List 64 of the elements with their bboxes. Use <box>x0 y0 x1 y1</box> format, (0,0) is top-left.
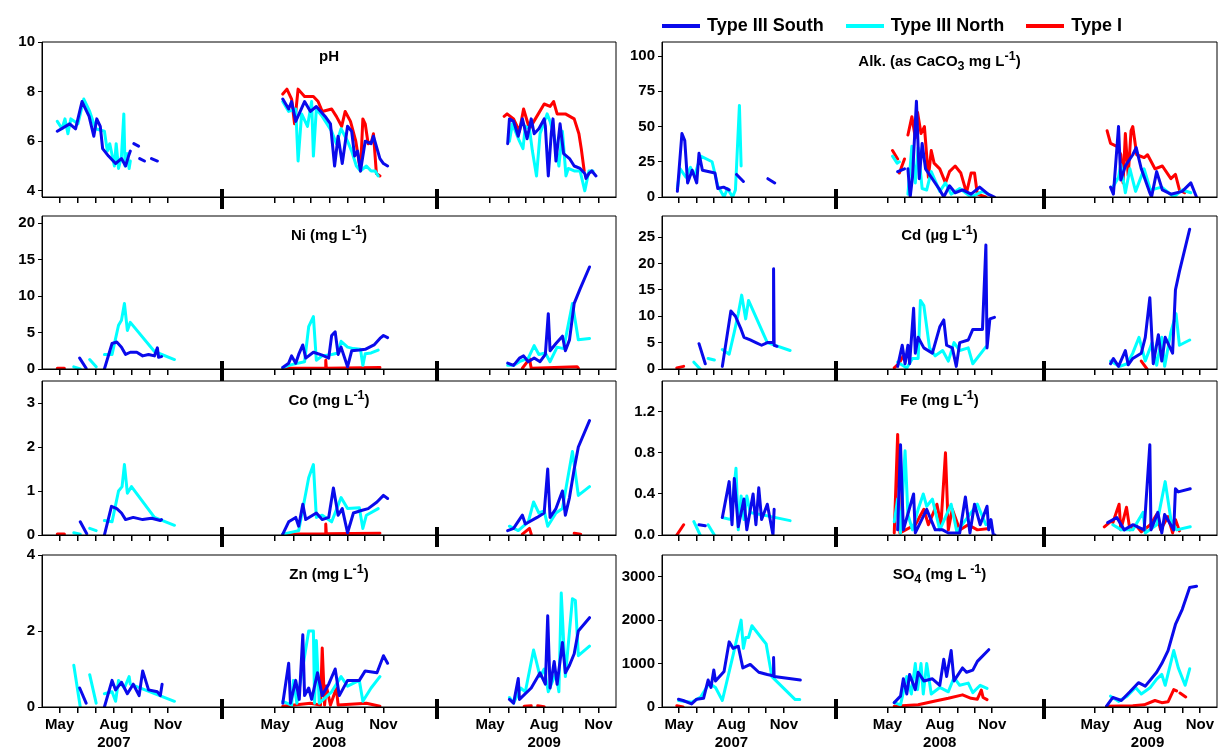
text: SO$_{4}$ (mg L $^{-1}$) <box>892 561 987 588</box>
text: Alk. (as CaCO$_{3}$ mg L$^{-1}$) <box>858 48 1021 75</box>
y-tick-label: 4 <box>26 180 36 198</box>
x-tick-label: Nov <box>1185 715 1215 733</box>
legend-label: Type III South <box>707 15 824 35</box>
x-tick-label: May <box>45 715 75 733</box>
y-tick-label: 10 <box>18 32 35 50</box>
text: Cd (µg L$^{-1}$) <box>901 222 978 244</box>
y-tick-label: 0.8 <box>634 443 655 461</box>
x-tick-label: Nov <box>153 715 183 733</box>
y-tick-label: 50 <box>638 116 655 134</box>
y-tick-label: 0 <box>26 525 35 543</box>
y-tick-label: 10 <box>18 286 35 304</box>
x-tick-label: May <box>664 715 695 733</box>
legend-label: Type III North <box>890 15 1005 35</box>
x-tick-label: Aug 2009 <box>527 715 561 751</box>
y-tick-label: 1.2 <box>634 401 655 419</box>
text: Ni (mg L$^{-1}$) <box>290 222 368 244</box>
y-tick-label: 0 <box>646 359 655 377</box>
y-tick-label: 3 <box>26 393 35 411</box>
x-tick-label: May <box>260 715 291 733</box>
x-tick-label: May <box>475 715 506 733</box>
y-tick-label: 4 <box>26 545 36 563</box>
x-tick-label: Nov <box>769 715 799 733</box>
x-tick-label: May <box>872 715 903 733</box>
y-tick-label: 0 <box>26 697 35 715</box>
y-tick-label: 100 <box>629 46 655 64</box>
y-tick-label: 2 <box>26 437 35 455</box>
y-tick-label: 75 <box>638 81 655 99</box>
y-tick-label: 5 <box>26 322 35 340</box>
x-tick-label: Nov <box>977 715 1007 733</box>
y-tick-label: 0 <box>646 187 655 205</box>
x-tick-label: Aug 2009 <box>1130 715 1165 751</box>
y-tick-label: 6 <box>26 131 35 149</box>
x-tick-label: Nov <box>369 715 399 733</box>
y-tick-label: 1000 <box>621 653 655 671</box>
y-tick-label: 25 <box>638 227 655 245</box>
x-tick-label: May <box>1080 715 1111 733</box>
y-tick-label: 20 <box>18 213 35 231</box>
text: Co (mg L$^{-1}$) <box>288 387 370 409</box>
x-tick-label: Aug 2007 <box>97 715 131 751</box>
y-tick-label: 25 <box>638 151 655 169</box>
y-tick-label: 15 <box>638 280 655 297</box>
y-tick-label: 0.4 <box>634 484 656 502</box>
y-tick-label: 0.0 <box>634 525 655 543</box>
y-tick-label: 20 <box>638 253 655 271</box>
x-tick-label: Aug 2007 <box>714 715 749 751</box>
y-tick-label: 2 <box>26 621 35 639</box>
x-tick-label: Aug 2008 <box>312 715 346 751</box>
text: Zn (mg L$^{-1}$) <box>289 561 369 583</box>
chart-title: pH <box>319 47 339 65</box>
y-tick-label: 5 <box>646 332 655 350</box>
y-tick-label: 1 <box>26 481 35 499</box>
legend-label: Type I <box>1071 15 1123 35</box>
y-tick-label: 10 <box>638 306 655 324</box>
y-tick-label: 0 <box>26 359 35 377</box>
y-tick-label: 8 <box>26 81 35 99</box>
text: Fe (mg L$^{-1}$) <box>900 387 979 409</box>
y-tick-label: 15 <box>18 249 35 267</box>
x-tick-label: Aug 2008 <box>923 715 957 751</box>
y-tick-label: 2000 <box>621 610 655 628</box>
y-tick-label: 3000 <box>621 566 655 584</box>
y-tick-label: 0 <box>646 697 655 715</box>
x-tick-label: Nov <box>584 715 614 733</box>
